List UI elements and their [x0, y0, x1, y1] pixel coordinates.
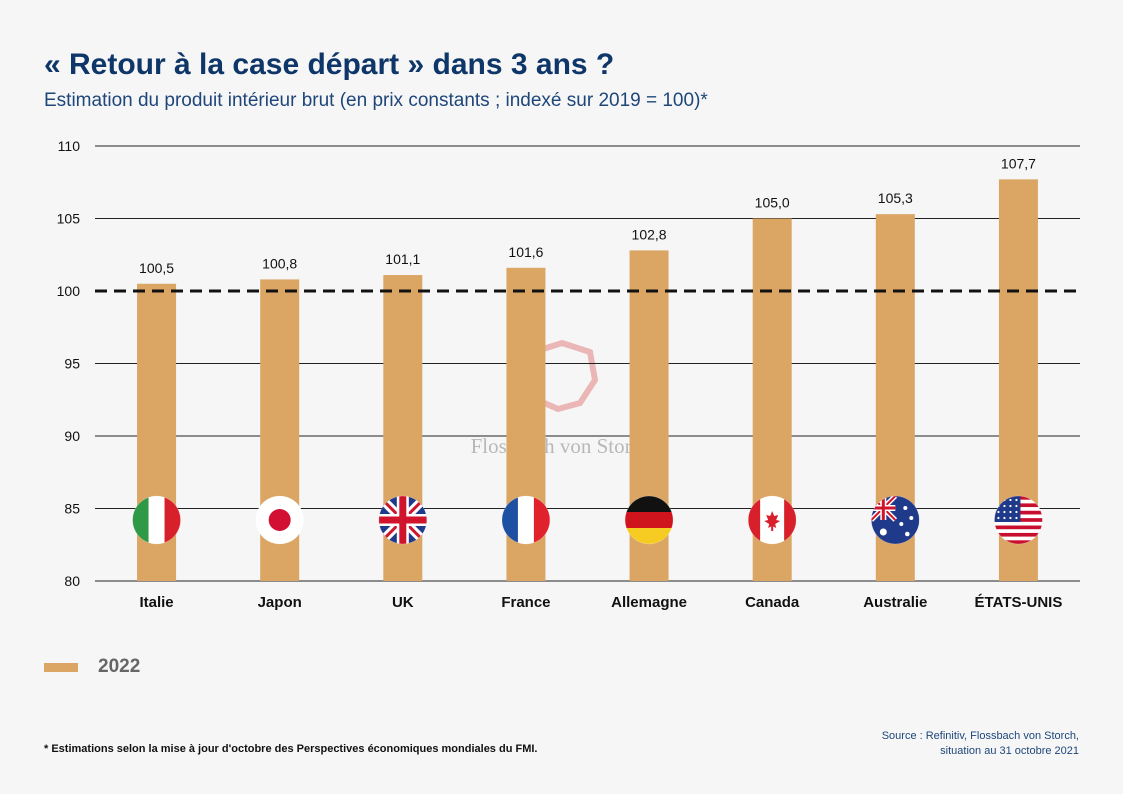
data-label: 105,0	[755, 195, 790, 211]
x-tick-label: ÉTATS-UNIS	[975, 594, 1063, 611]
legend-swatch	[44, 662, 78, 672]
watermark-text: Flossbach von Storch	[471, 434, 652, 458]
x-tick-label: UK	[392, 594, 414, 611]
y-tick-label: 110	[58, 138, 81, 154]
data-label: 101,6	[508, 244, 543, 260]
y-tick-label: 100	[57, 283, 81, 299]
australia-flag-icon	[871, 495, 920, 545]
chart-title: « Retour à la case départ » dans 3 ans ?	[44, 48, 615, 81]
legend: 2022	[44, 656, 140, 678]
watermark: Flossbach von Storch	[471, 339, 652, 458]
data-label: 102,8	[632, 226, 667, 242]
data-label: 107,7	[1001, 155, 1036, 171]
chart-subtitle: Estimation du produit intérieur brut (en…	[44, 90, 708, 111]
y-tick-label: 95	[64, 356, 80, 372]
x-tick-label: Allemagne	[611, 594, 687, 611]
legend-label: 2022	[98, 656, 141, 677]
bar-chart: Flossbach von Storch 80 85 90 95 100 105 110 1…	[57, 138, 1080, 611]
x-tick-label: Japon	[258, 594, 302, 611]
usa-flag-icon	[994, 495, 1043, 545]
y-tick-label: 80	[64, 573, 80, 589]
data-label: 100,8	[262, 255, 297, 271]
italy-flag-icon	[132, 495, 181, 545]
x-tick-label: France	[501, 594, 550, 611]
data-label: 101,1	[385, 251, 420, 267]
y-tick-label: 105	[57, 211, 81, 227]
x-tick-label: Italie	[139, 594, 173, 611]
x-tick-label: Australie	[863, 594, 927, 611]
france-flag-icon	[501, 495, 551, 545]
japan-flag-icon	[255, 495, 304, 545]
y-tick-label: 85	[64, 501, 80, 517]
y-tick-label: 90	[64, 428, 80, 444]
source-note: Source : Refinitiv, Flossbach von Storch…	[882, 729, 1079, 759]
source-line-2: situation au 31 octobre 2021	[940, 745, 1079, 757]
footnote: * Estimations selon la mise à jour d'oct…	[44, 743, 538, 755]
x-tick-label: Canada	[745, 594, 800, 611]
data-label: 105,3	[878, 190, 913, 206]
canada-flag-icon	[747, 495, 797, 545]
uk-flag-icon	[378, 495, 428, 545]
data-label: 100,5	[139, 260, 174, 276]
germany-flag-icon	[624, 495, 674, 545]
source-line-1: Source : Refinitiv, Flossbach von Storch…	[881, 730, 1079, 742]
